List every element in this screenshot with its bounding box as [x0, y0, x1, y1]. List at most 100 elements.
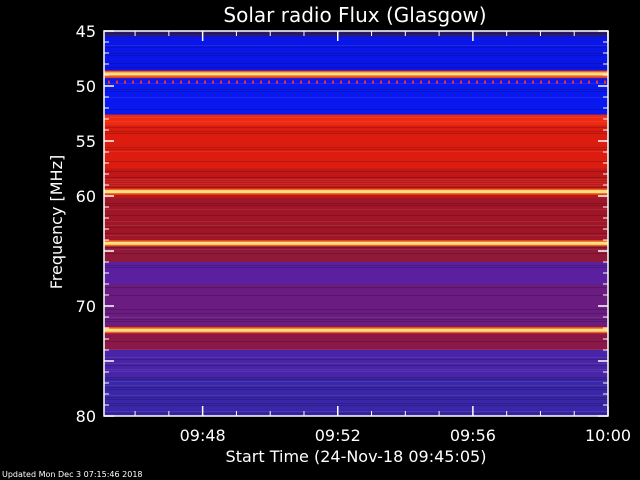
heatmap-streak	[104, 133, 608, 134]
heatmap-band	[104, 31, 608, 37]
heatmap-dot	[588, 80, 590, 84]
heatmap-dot	[532, 80, 534, 84]
heatmap-streak	[104, 77, 608, 78]
heatmap-dot	[444, 80, 446, 84]
heatmap-dot	[268, 80, 270, 84]
heatmap-streak	[104, 131, 608, 132]
heatmap-dot	[548, 80, 550, 84]
heatmap-dot	[484, 80, 486, 84]
heatmap-streak	[104, 117, 608, 118]
y-tick-label: 50	[76, 77, 96, 96]
heatmap-streak	[104, 161, 608, 162]
heatmap-dot	[356, 80, 358, 84]
heatmap-streak	[104, 371, 608, 372]
heatmap-band	[104, 78, 608, 115]
heatmap-dot	[412, 80, 414, 84]
heatmap-dot	[292, 80, 294, 84]
heatmap-streak	[104, 181, 608, 182]
heatmap-streak	[104, 233, 608, 234]
heatmap-streak	[104, 357, 608, 358]
updated-timestamp: Updated Mon Dec 3 07:15:46 2018	[2, 470, 143, 479]
heatmap-streak	[104, 321, 608, 322]
heatmap-streak	[104, 215, 608, 216]
heatmap-dot	[580, 80, 582, 84]
heatmap-dot	[460, 80, 462, 84]
heatmap-streak	[104, 313, 608, 314]
y-tick-label: 55	[76, 132, 96, 151]
heatmap-dot	[244, 80, 246, 84]
heatmap-dot	[180, 80, 182, 84]
heatmap-dot	[420, 80, 422, 84]
heatmap-streak	[104, 369, 608, 370]
heatmap-streak	[104, 397, 608, 398]
heatmap-streak	[104, 365, 608, 366]
emission-line	[104, 328, 608, 332]
heatmap-streak	[104, 249, 608, 250]
heatmap-dot	[116, 80, 118, 84]
heatmap-dot	[564, 80, 566, 84]
heatmap-streak	[104, 385, 608, 386]
heatmap-streak	[104, 247, 608, 248]
heatmap-dot	[276, 80, 278, 84]
heatmap-streak	[104, 185, 608, 186]
heatmap-dot	[500, 80, 502, 84]
heatmap-streak	[104, 89, 608, 90]
heatmap-dot	[220, 80, 222, 84]
heatmap-streak	[104, 411, 608, 412]
heatmap-dot	[404, 80, 406, 84]
heatmap-dot	[492, 80, 494, 84]
heatmap-dot	[508, 80, 510, 84]
chart-title: Solar radio Flux (Glasgow)	[223, 3, 486, 27]
heatmap-dot	[388, 80, 390, 84]
heatmap-streak	[104, 363, 608, 364]
heatmap-streak	[104, 405, 608, 406]
heatmap-dot	[228, 80, 230, 84]
heatmap-dot	[156, 80, 158, 84]
heatmap-streak	[104, 127, 608, 128]
heatmap-dot	[236, 80, 238, 84]
heatmap-band	[104, 377, 608, 416]
emission-line	[104, 72, 608, 76]
heatmap-streak	[104, 97, 608, 98]
heatmap-band	[104, 125, 608, 169]
y-axis-label: Frequency [MHz]	[47, 155, 66, 289]
heatmap-streak	[104, 413, 608, 414]
heatmap-streak	[104, 203, 608, 204]
heatmap-streak	[104, 379, 608, 380]
heatmap-streak	[104, 63, 608, 64]
heatmap-dot	[204, 80, 206, 84]
heatmap-dot	[140, 80, 142, 84]
heatmap-dot	[372, 80, 374, 84]
heatmap-streak	[104, 399, 608, 400]
heatmap-streak	[104, 33, 608, 34]
heatmap-streak	[104, 179, 608, 180]
heatmap-streak	[104, 287, 608, 288]
heatmap-dot	[284, 80, 286, 84]
heatmap-streak	[104, 349, 608, 350]
y-tick-label: 45	[76, 22, 96, 41]
heatmap-streak	[104, 221, 608, 222]
heatmap-dot	[188, 80, 190, 84]
heatmap-dot	[324, 80, 326, 84]
heatmap-streak	[104, 235, 608, 236]
x-tick-label: 09:52	[315, 426, 361, 445]
heatmap-streak	[104, 205, 608, 206]
y-tick-label: 60	[76, 187, 96, 206]
heatmap-band	[104, 114, 608, 126]
heatmap-dot	[540, 80, 542, 84]
heatmap-streak	[104, 149, 608, 150]
heatmap-dot	[172, 80, 174, 84]
heatmap-dot	[452, 80, 454, 84]
heatmap-streak	[104, 381, 608, 382]
heatmap-dot	[108, 80, 110, 84]
x-tick-label: 09:48	[180, 426, 226, 445]
y-tick-label: 80	[76, 407, 96, 426]
heatmap-band	[104, 198, 608, 240]
heatmap-dot	[476, 80, 478, 84]
heatmap-streak	[104, 317, 608, 318]
heatmap-streak	[104, 319, 608, 320]
heatmap-dot	[364, 80, 366, 84]
heatmap-streak	[104, 91, 608, 92]
heatmap-streak	[104, 147, 608, 148]
